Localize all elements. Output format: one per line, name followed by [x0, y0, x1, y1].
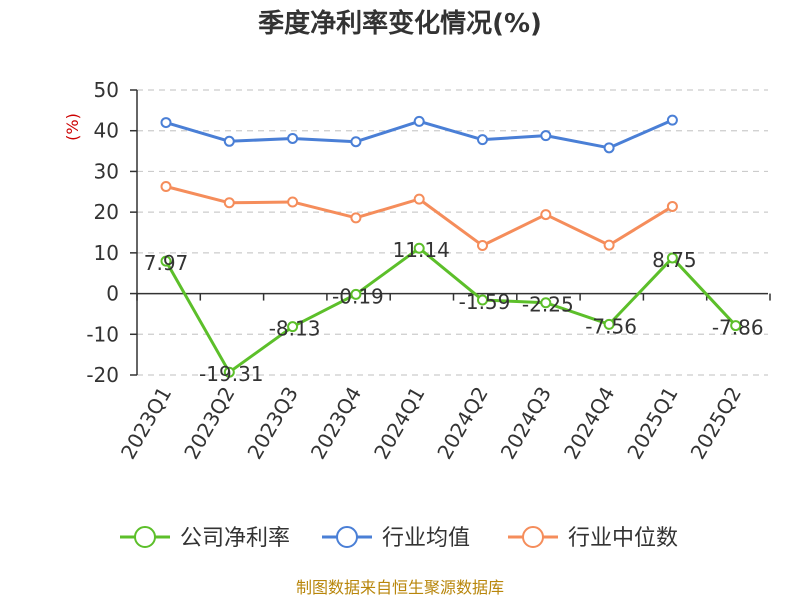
data-label: -8.13: [269, 317, 321, 341]
data-point: [287, 321, 299, 333]
data-point: [413, 115, 425, 127]
data-point: [160, 117, 172, 129]
y-tick-label: 50: [94, 78, 119, 102]
source-note: 制图数据来自恒生聚源数据库: [296, 578, 504, 597]
legend-item-2: 行业中位数: [508, 526, 678, 551]
data-label: -7.56: [585, 314, 637, 338]
data-point: [540, 130, 552, 142]
x-tick-label: 2025Q1: [622, 383, 682, 464]
data-point: [730, 320, 742, 332]
data-label: -7.86: [712, 316, 764, 340]
data-label: 8.75: [652, 248, 697, 272]
y-tick-label: -10: [86, 322, 119, 346]
legend-label: 公司净利率: [180, 526, 290, 551]
y-tick-label: 30: [94, 159, 119, 183]
data-point: [287, 132, 299, 144]
legend-item-1: 行业均值: [322, 526, 470, 551]
series-group: 7.97 -19.31-8.13 -0.19 11.14 -1.59 -2.25 -7.56…: [144, 114, 764, 386]
y-tick-labels: -20 -10 0 10 20 30 40 50: [86, 78, 119, 387]
data-point: [666, 200, 678, 212]
data-label: 11.14: [393, 238, 450, 262]
y-tick-label: 20: [94, 200, 119, 224]
x-tick-label: 2023Q3: [242, 383, 302, 464]
data-point: [477, 294, 488, 306]
data-point: [223, 197, 235, 209]
series-0: [160, 242, 742, 378]
x-tick-label: 2024Q3: [496, 383, 556, 464]
legend: 公司净利率 行业均值 行业中位数: [120, 526, 678, 551]
series-line: [164, 246, 737, 374]
legend-label: 行业中位数: [568, 526, 678, 551]
data-point: [160, 255, 172, 267]
x-tick-label: 2025Q2: [686, 383, 746, 464]
x-tick-label: 2023Q2: [179, 383, 239, 464]
data-point: [350, 212, 362, 224]
data-point: [603, 239, 615, 251]
y-tick-label: -20: [86, 363, 119, 387]
legend-item-0: 公司净利率: [120, 526, 290, 551]
data-point: [540, 297, 552, 309]
data-point: [223, 366, 235, 378]
legend-swatch-marker: [134, 526, 156, 548]
x-tick-label: 2024Q2: [432, 383, 492, 464]
data-point: [413, 193, 425, 205]
data-point: [477, 240, 488, 252]
data-label: -19.31: [199, 362, 263, 386]
y-tick-label: 0: [106, 282, 119, 306]
data-label: -2.25: [522, 293, 574, 317]
x-tick-label: 2023Q4: [306, 383, 366, 464]
x-tick-label: 2023Q1: [116, 383, 176, 464]
y-tick-label: 40: [94, 119, 119, 143]
data-label: -0.19: [332, 284, 384, 308]
data-label: -1.59: [459, 290, 511, 314]
x-tick-label: 2024Q4: [559, 383, 619, 464]
data-label: 7.97: [144, 251, 189, 275]
data-point: [350, 288, 362, 300]
data-point: [603, 142, 615, 154]
axes: [130, 89, 771, 376]
chart-title: 季度净利率变化情况(%): [258, 8, 542, 39]
x-tick-label: 2024Q1: [369, 383, 429, 464]
data-point: [540, 209, 552, 221]
grid-lines: [137, 89, 768, 376]
legend-swatch-marker: [336, 526, 358, 548]
data-point: [603, 318, 615, 330]
data-point: [287, 196, 299, 208]
series-1: [160, 114, 678, 154]
data-point: [666, 114, 678, 126]
y-axis-label: (%): [63, 113, 82, 141]
data-point: [666, 252, 678, 264]
data-point: [413, 242, 425, 254]
legend-swatch-marker: [522, 526, 544, 548]
x-tick-labels: 2023Q1 2023Q2 2023Q3 2023Q4 2024Q1 2024Q2 2024…: [116, 383, 746, 464]
legend-label: 行业均值: [382, 526, 470, 551]
data-point: [477, 134, 488, 146]
series-2: [160, 180, 678, 252]
data-point: [160, 180, 172, 192]
data-point: [350, 136, 362, 148]
data-point: [223, 135, 235, 147]
y-tick-label: 10: [94, 241, 119, 265]
